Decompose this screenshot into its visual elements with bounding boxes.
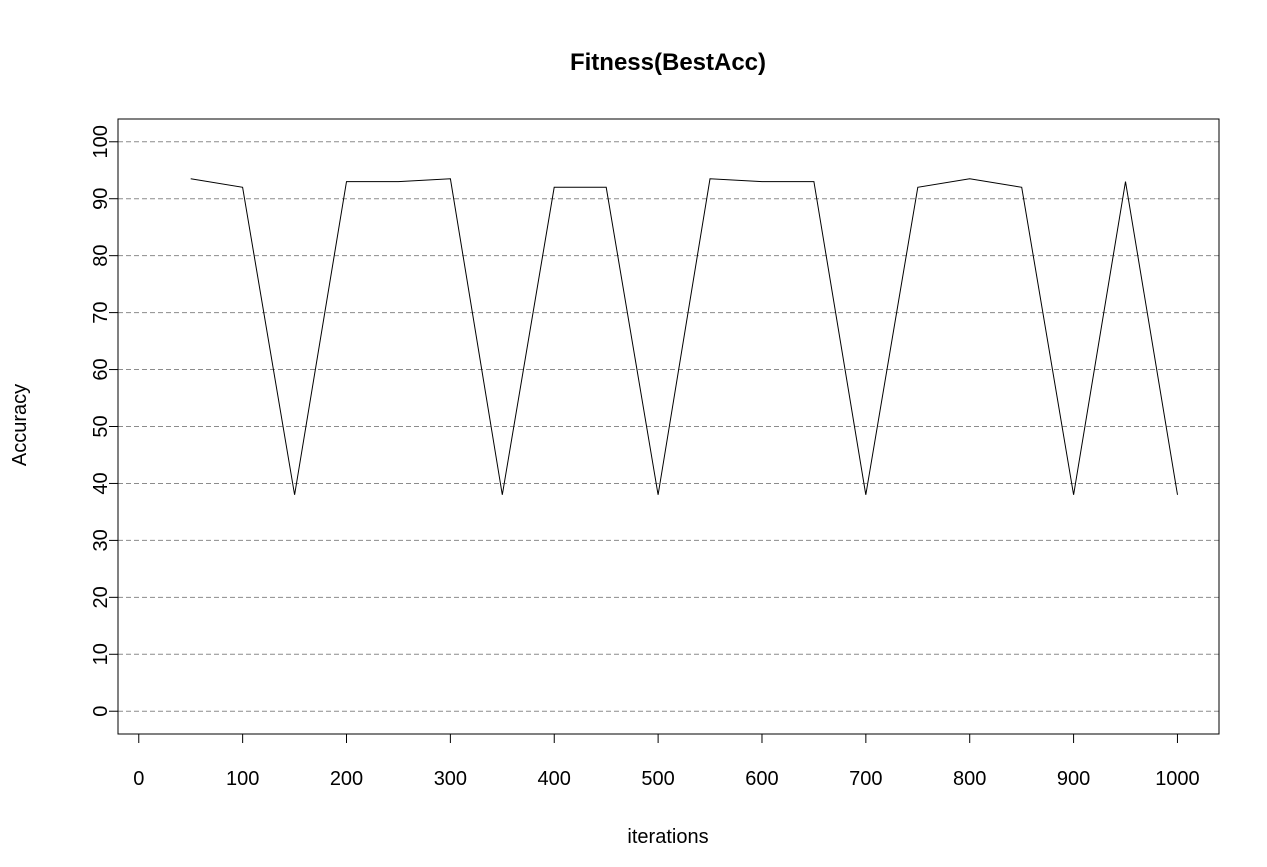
x-tick-label-100: 100: [226, 768, 259, 790]
y-axis: 0 10 20 30 40 50 60 70 80 90 100: [90, 125, 118, 717]
y-tick-label-20: 20: [90, 586, 112, 608]
y-tick-label-30: 30: [90, 529, 112, 551]
series-layer: [190, 178, 1178, 495]
y-tick-label-40: 40: [90, 472, 112, 494]
y-tick-label-80: 80: [90, 245, 112, 267]
x-tick-label-300: 300: [434, 768, 467, 790]
y-tick-label-60: 60: [90, 358, 112, 380]
x-tick-label-0: 0: [133, 768, 144, 790]
x-tick-label-500: 500: [641, 768, 674, 790]
y-tick-label-90: 90: [90, 188, 112, 210]
x-tick-label-900: 900: [1057, 768, 1090, 790]
y-tick-label-10: 10: [90, 643, 112, 665]
x-tick-label-1000: 1000: [1155, 768, 1200, 790]
y-tick-label-50: 50: [90, 415, 112, 437]
y-tick-label-0: 0: [90, 706, 112, 717]
x-tick-label-600: 600: [745, 768, 778, 790]
x-tick-label-700: 700: [849, 768, 882, 790]
x-tick-label-400: 400: [538, 768, 571, 790]
y-axis-label: Accuracy: [9, 384, 31, 466]
x-axis: 0 100 200 300 400 500 600 700 800 900 1000: [133, 734, 1200, 790]
y-tick-label-70: 70: [90, 301, 112, 323]
x-tick-label-200: 200: [330, 768, 363, 790]
chart-title: Fitness(BestAcc): [570, 49, 766, 76]
x-axis-label: iterations: [627, 826, 708, 848]
x-tick-label-800: 800: [953, 768, 986, 790]
series-line-0: [190, 178, 1178, 495]
y-tick-label-100: 100: [90, 125, 112, 158]
